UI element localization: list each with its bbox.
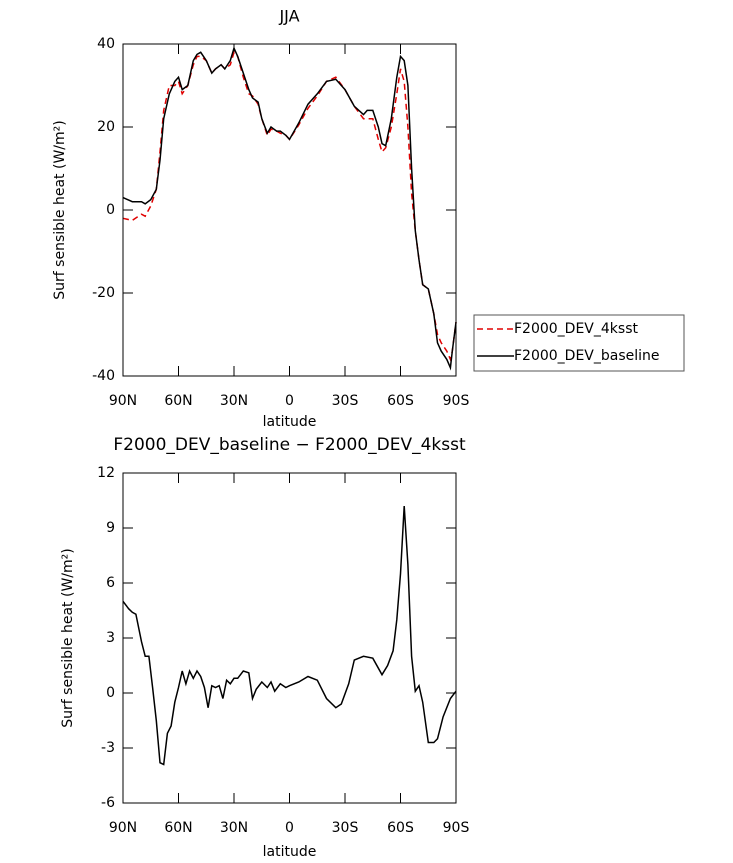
x-axis-label: latitude bbox=[263, 844, 317, 860]
y-tick-label: -20 bbox=[92, 285, 115, 301]
y-axis-label: Surf sensible heat (W/m²) bbox=[52, 120, 68, 299]
legend-label: F2000_DEV_4ksst bbox=[514, 321, 638, 337]
x-tick-label: 60S bbox=[387, 393, 414, 409]
x-tick-label: 90S bbox=[443, 820, 470, 836]
legend-box bbox=[473, 314, 685, 372]
y-tick-label: 0 bbox=[106, 202, 115, 218]
data-line bbox=[122, 505, 457, 766]
y-tick-label: 20 bbox=[97, 119, 115, 135]
x-tick-label: 60N bbox=[164, 393, 192, 409]
x-tick-label: 90N bbox=[109, 393, 137, 409]
y-tick-label: 12 bbox=[97, 465, 115, 481]
legend-label: F2000_DEV_baseline bbox=[514, 348, 660, 364]
y-tick-label: 9 bbox=[106, 520, 115, 536]
y-axis-label: Surf sensible heat (W/m²) bbox=[60, 548, 76, 727]
y-tick-label: -6 bbox=[101, 795, 115, 811]
chart-title: JJA bbox=[278, 7, 299, 26]
data-line bbox=[122, 45, 457, 371]
x-tick-label: 0 bbox=[285, 820, 294, 836]
plot-frame bbox=[122, 43, 457, 377]
plot-frame bbox=[122, 472, 457, 804]
x-tick-label: 30S bbox=[332, 393, 359, 409]
x-tick-label: 0 bbox=[285, 393, 294, 409]
y-tick-label: 0 bbox=[106, 685, 115, 701]
y-tick-label: 40 bbox=[97, 36, 115, 52]
y-tick-label: -40 bbox=[92, 368, 115, 384]
x-tick-label: 60S bbox=[387, 820, 414, 836]
x-tick-label: 90N bbox=[109, 820, 137, 836]
x-tick-label: 30N bbox=[220, 393, 248, 409]
data-line bbox=[122, 50, 457, 362]
y-tick-label: 3 bbox=[106, 630, 115, 646]
y-tick-label: -3 bbox=[101, 740, 115, 756]
y-tick-label: 6 bbox=[106, 575, 115, 591]
x-tick-label: 30S bbox=[332, 820, 359, 836]
chart-title: F2000_DEV_baseline − F2000_DEV_4ksst bbox=[113, 435, 466, 455]
x-tick-label: 60N bbox=[164, 820, 192, 836]
x-axis-label: latitude bbox=[263, 414, 317, 430]
x-tick-label: 90S bbox=[443, 393, 470, 409]
x-tick-label: 30N bbox=[220, 820, 248, 836]
